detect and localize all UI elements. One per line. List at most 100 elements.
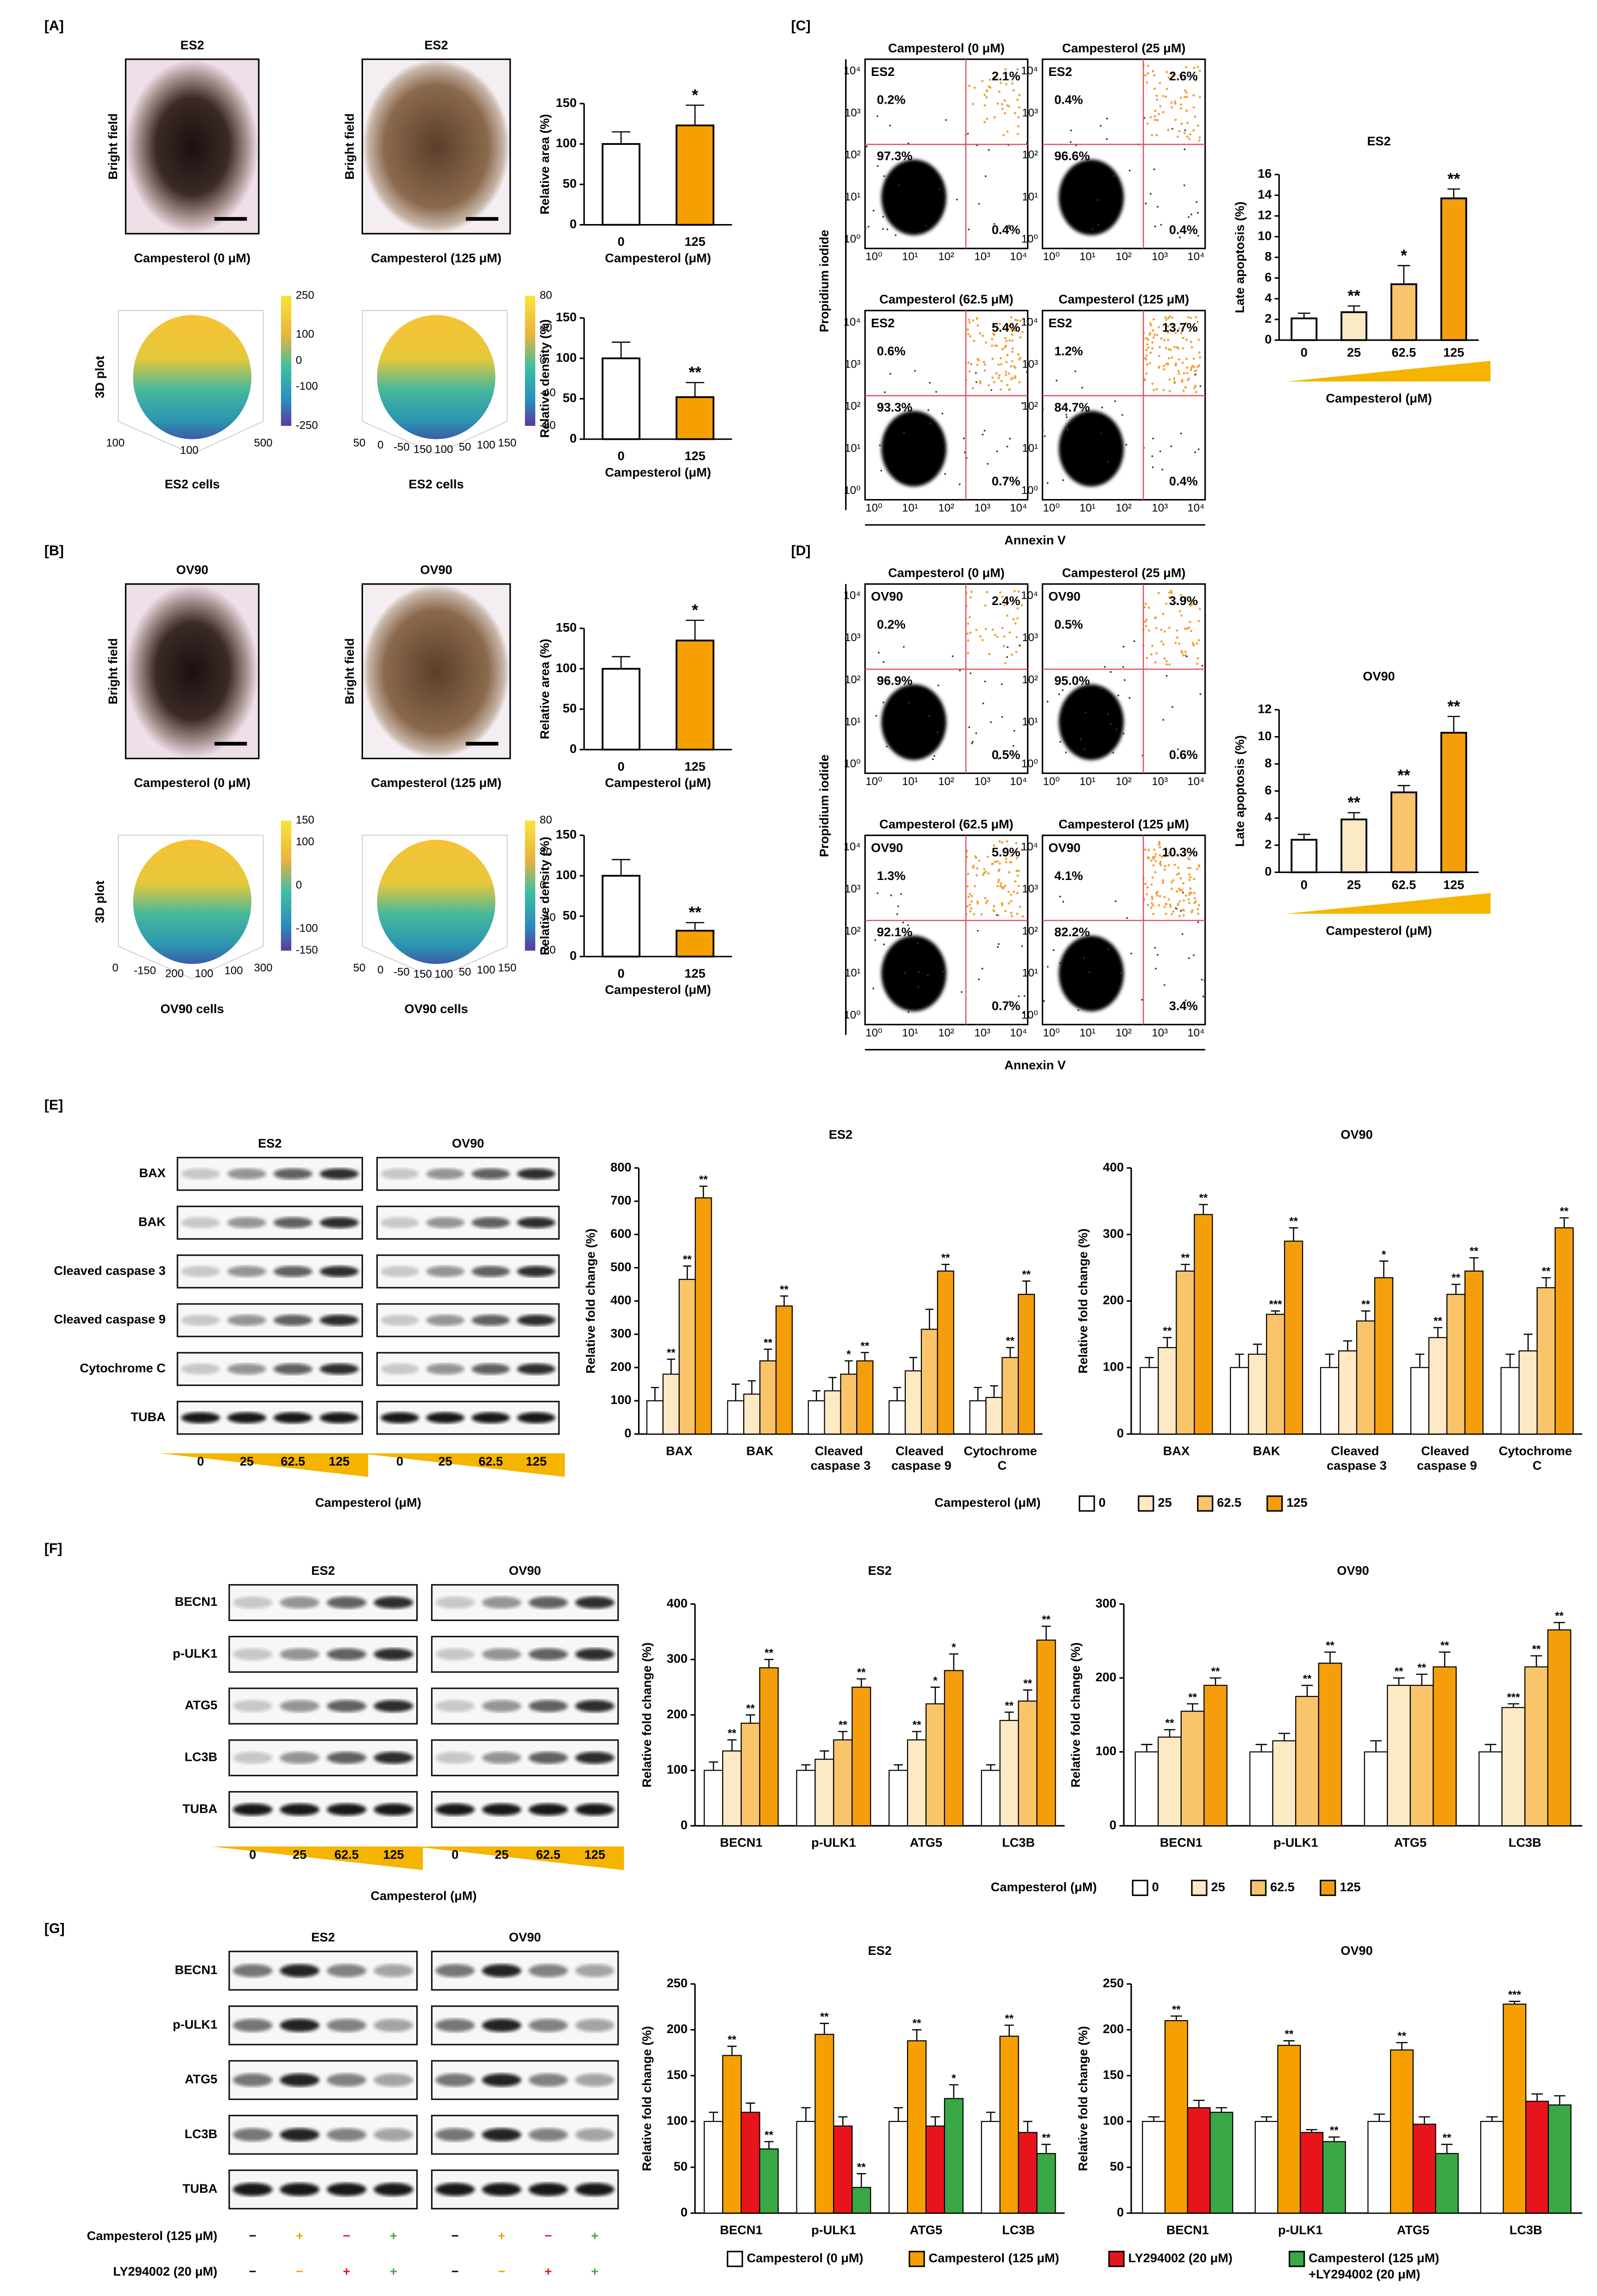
y-tick-label: 100 [556, 350, 576, 364]
error-bar [764, 1659, 774, 1668]
event [1187, 316, 1190, 318]
x-tick-label: 10¹ [1079, 775, 1096, 788]
bar [1412, 2123, 1436, 2214]
event [1163, 984, 1165, 986]
event [1021, 402, 1023, 404]
event [1179, 889, 1182, 892]
event [999, 388, 1002, 391]
image-caption: Campesterol (0 μM) [134, 250, 251, 265]
bar [1374, 1277, 1394, 1435]
error-bar [838, 2116, 848, 2126]
error-bar [1181, 1264, 1190, 1271]
event [1084, 711, 1087, 713]
event [1107, 713, 1109, 715]
image-title: ES2 [424, 37, 448, 52]
event [1003, 604, 1006, 606]
event [1016, 99, 1019, 101]
significance: ** [683, 1254, 692, 1266]
event [1150, 906, 1152, 909]
bar [722, 1750, 742, 1827]
protein-label: LC3B [185, 2127, 218, 2141]
image-title: ES2 [181, 37, 204, 52]
event [1180, 593, 1183, 596]
event [1201, 665, 1203, 667]
event [1169, 903, 1171, 906]
quadrant-value: 97.3% [877, 149, 913, 163]
event [897, 905, 899, 907]
error-bar [1164, 1729, 1176, 1737]
bar [775, 1305, 793, 1435]
blot-band [435, 1803, 475, 1816]
colorbar-label: 40 [540, 322, 552, 334]
x-tick-label: 10⁰ [1043, 502, 1059, 514]
error-bar [1141, 1744, 1152, 1752]
event [1144, 848, 1146, 851]
event [1022, 1012, 1025, 1014]
event [971, 742, 973, 744]
chart-title: OV90 [1363, 669, 1395, 683]
x-tick-label: 0 [1301, 345, 1308, 360]
event [1143, 117, 1146, 119]
sphere [377, 840, 495, 964]
blot-band [435, 1752, 475, 1764]
event [1122, 732, 1125, 735]
bar [808, 1400, 825, 1435]
significance: ** [839, 1719, 847, 1731]
x-tick-label: Cleaved caspase 3 [811, 1443, 871, 1472]
event [1172, 910, 1175, 913]
event [1164, 316, 1167, 319]
significance: ** [1023, 1677, 1032, 1690]
x-tick-label: 62.5 [1391, 345, 1416, 360]
event [1070, 129, 1072, 131]
error-bar [1451, 1284, 1461, 1295]
error-bar [1397, 785, 1410, 792]
event [1099, 687, 1102, 689]
event [1186, 655, 1188, 658]
x-tick-label: 10¹ [1079, 502, 1096, 514]
event [1146, 893, 1148, 896]
dose-label: 0 [197, 1454, 204, 1468]
event [1150, 883, 1153, 886]
image-ylabel: Bright field [342, 638, 357, 705]
panel-label: [G] [44, 1921, 65, 1936]
plot-caption: ES2 cells [165, 477, 220, 491]
significance: ** [857, 1666, 866, 1678]
colorbar-label: 100 [296, 328, 314, 341]
bar [888, 1770, 908, 1827]
event [1184, 89, 1187, 92]
event [1165, 318, 1168, 321]
event [976, 317, 978, 320]
event [1176, 853, 1179, 856]
colorbar-label: -100 [296, 922, 318, 935]
protein-label: BAX [139, 1166, 165, 1180]
x-tick-label: 0 [618, 449, 625, 463]
event [967, 622, 970, 625]
treatment-sign: − [451, 2264, 459, 2278]
event [1120, 972, 1122, 974]
y-tick-label: 10¹ [845, 716, 861, 728]
event [927, 974, 929, 977]
y-tick-label: 50 [563, 701, 576, 715]
event [1153, 168, 1155, 170]
legend-swatch [1289, 2251, 1305, 2267]
event [1195, 369, 1197, 372]
event [1167, 331, 1170, 334]
blot-band [326, 2128, 367, 2141]
event [975, 629, 978, 631]
event [968, 84, 971, 87]
image-caption: Campesterol (125 μM) [371, 775, 501, 790]
protein-label: TUBA [182, 1801, 217, 1816]
error-bar [1347, 812, 1360, 820]
event [1198, 139, 1201, 142]
event [1113, 175, 1115, 177]
event [1150, 193, 1152, 195]
event [1172, 879, 1175, 882]
events [875, 590, 1023, 761]
event [981, 967, 983, 970]
event [1146, 856, 1149, 859]
treatment-label: LY294002 (20 μM) [113, 2264, 217, 2278]
event [997, 879, 1000, 881]
event [997, 376, 1000, 379]
y-axis-label: Relative fold change (%) [1068, 1642, 1083, 1788]
blot-band [482, 2128, 521, 2141]
